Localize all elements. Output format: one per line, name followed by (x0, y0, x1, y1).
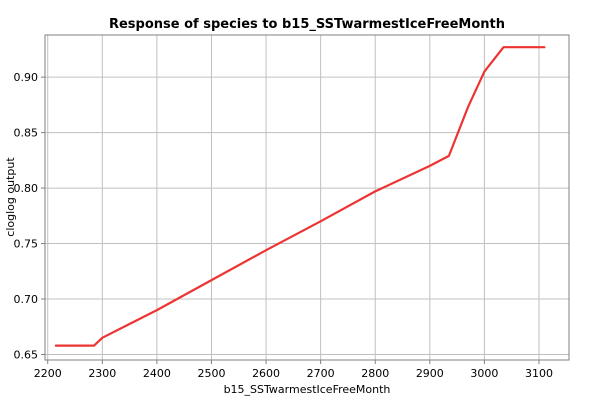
x-tick-label: 2600 (252, 367, 280, 380)
x-tick-label: 2200 (34, 367, 62, 380)
x-axis-label: b15_SSTwarmestIceFreeMonth (224, 383, 391, 396)
y-tick-label: 0.85 (14, 127, 39, 140)
x-tick-label: 3100 (525, 367, 553, 380)
x-tick-label: 2800 (361, 367, 389, 380)
y-tick-label: 0.70 (14, 293, 39, 306)
x-tick-label: 2300 (88, 367, 116, 380)
y-tick-label: 0.80 (14, 182, 39, 195)
y-tick-label: 0.65 (14, 348, 39, 361)
plot-frame (44, 34, 570, 361)
x-tick-label: 2900 (416, 367, 444, 380)
grid-layer (45, 35, 569, 360)
x-tick-label: 2500 (197, 367, 225, 380)
series-line (54, 46, 546, 347)
y-tick-label: 0.75 (14, 238, 39, 251)
x-tick-label: 3000 (470, 367, 498, 380)
y-tick-label: 0.90 (14, 71, 39, 84)
series-layer (54, 46, 546, 347)
x-tick-label: 2400 (143, 367, 171, 380)
chart-title: Response of species to b15_SSTwarmestIce… (109, 17, 505, 32)
x-tick-label: 2700 (307, 367, 335, 380)
y-axis-label: cloglog output (4, 157, 17, 237)
tick-layer: 2200 2300 2400 2500 2600 2700 2800 2900 3000 3100… (14, 71, 553, 380)
